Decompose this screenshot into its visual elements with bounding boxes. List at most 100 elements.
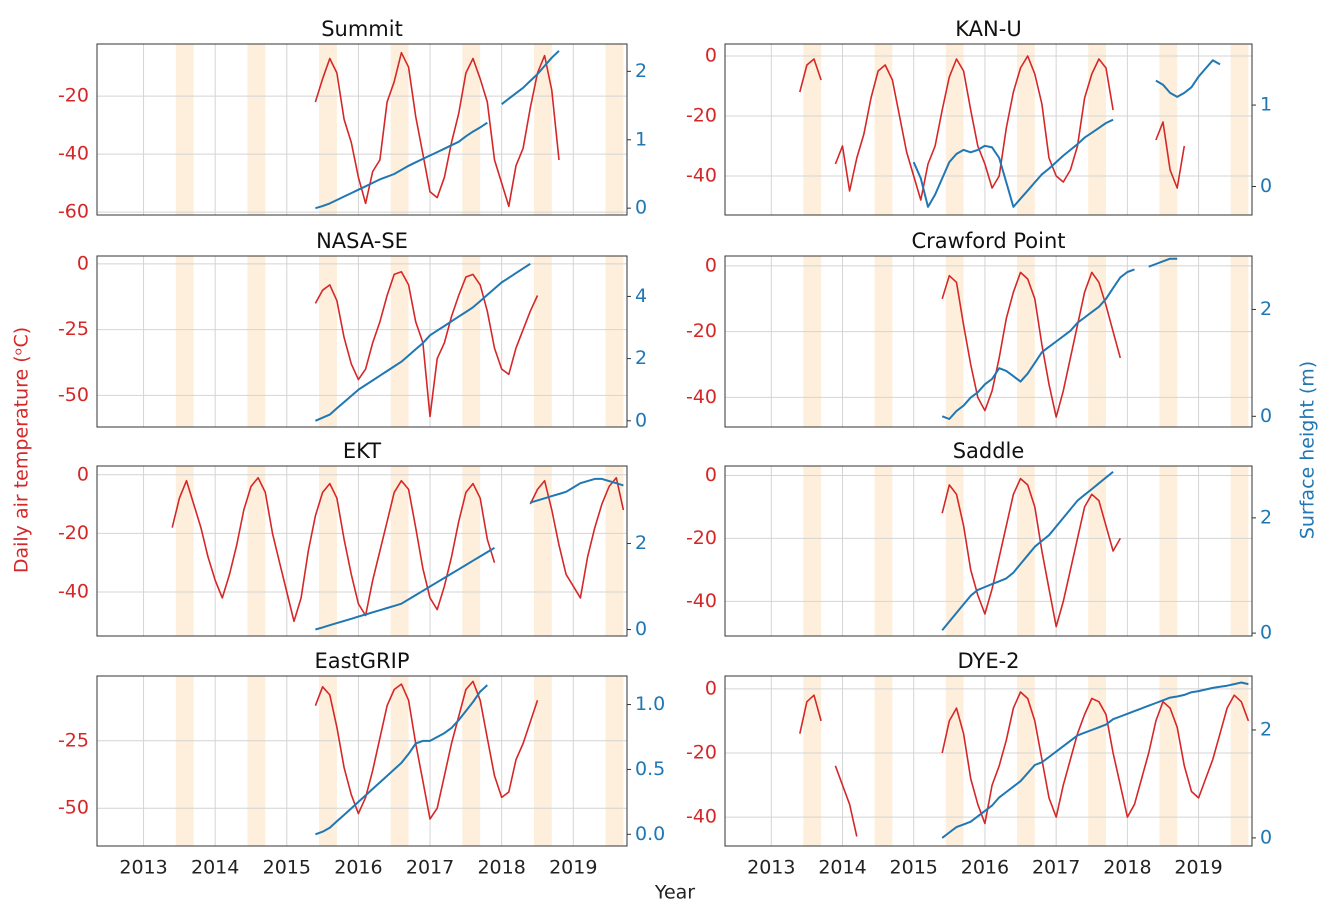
temperature-line <box>314 51 560 208</box>
y2-tick-label: 4 <box>635 285 647 307</box>
summer-shade <box>945 44 964 215</box>
y-tick-label: 0 <box>77 463 89 485</box>
y2-tick-label: 0.0 <box>635 823 665 845</box>
summer-shade <box>1088 466 1107 636</box>
summer-shade <box>1088 676 1107 846</box>
summer-shade <box>390 676 409 846</box>
summer-shade <box>533 676 552 846</box>
summer-shade <box>945 676 964 846</box>
summer-shade <box>390 256 409 427</box>
y2-tick-label: 0 <box>635 618 647 640</box>
summer-shade <box>533 44 552 215</box>
temperature-line <box>941 477 1121 628</box>
summer-shade <box>319 44 337 215</box>
temperature-line <box>171 476 625 623</box>
summer-shade <box>247 44 266 215</box>
y-tick-label: 0 <box>705 254 717 276</box>
surface-height-line <box>941 471 1114 631</box>
x-tick-label: 2016 <box>334 857 382 879</box>
plot-frame <box>724 465 1253 637</box>
y-tick-label: -20 <box>686 741 717 763</box>
x-tick-label: 2015 <box>263 857 311 879</box>
summer-shade <box>1016 44 1035 215</box>
surface-height-line <box>315 50 560 210</box>
y-tick-label: 0 <box>77 252 89 274</box>
summer-shade <box>803 676 822 846</box>
y-tick-label: -40 <box>58 581 89 603</box>
y-tick-label: -50 <box>58 797 89 819</box>
surface-height-line <box>941 257 1178 420</box>
summer-shade <box>1016 676 1035 846</box>
y-tick-label: -40 <box>58 143 89 165</box>
x-tick-label: 2013 <box>747 857 795 879</box>
panel-title: DYE-2 <box>957 649 1019 673</box>
summer-shade <box>175 44 194 215</box>
summer-shade <box>874 44 893 215</box>
x-tick-label: 2017 <box>1032 857 1080 879</box>
x-axis-label: Year <box>654 882 695 904</box>
summer-shade <box>1159 256 1178 427</box>
summer-shade <box>1159 44 1178 215</box>
summer-shade <box>1230 44 1249 215</box>
summer-shade <box>533 256 552 427</box>
summer-shade <box>390 466 409 636</box>
summer-shade <box>1230 466 1249 636</box>
x-tick-label: 2018 <box>1103 857 1151 879</box>
surface-height-line <box>912 59 1221 208</box>
plot-frame <box>96 255 628 428</box>
temperature-line <box>941 271 1122 418</box>
y-tick-label: 0 <box>705 677 717 699</box>
summer-shade <box>605 466 624 636</box>
summer-shade <box>319 256 337 427</box>
panel-title: Summit <box>321 17 403 41</box>
x-tick-label: 2016 <box>961 857 1009 879</box>
summer-shade <box>319 466 337 636</box>
summer-shade <box>175 256 194 427</box>
summer-shade <box>803 44 822 215</box>
panel-title: EastGRIP <box>314 649 409 673</box>
x-tick-label: 2019 <box>1174 857 1222 879</box>
summer-shade <box>605 44 624 215</box>
summer-shade <box>803 466 822 636</box>
y-tick-label: -20 <box>686 320 717 342</box>
y2-tick-label: 1 <box>1260 94 1272 116</box>
summer-shade <box>874 256 893 427</box>
temperature-line <box>314 680 539 820</box>
y2-tick-label: 0 <box>635 197 647 219</box>
summer-shade <box>462 676 481 846</box>
y-tick-label: -25 <box>58 729 89 751</box>
panel-title: Saddle <box>953 439 1025 463</box>
temperature-line <box>799 55 1186 201</box>
summer-shade <box>1230 256 1249 427</box>
y2-tick-label: 1 <box>635 128 647 150</box>
y-tick-label: -20 <box>58 85 89 107</box>
summer-shade <box>874 466 893 636</box>
summer-shade <box>390 44 409 215</box>
y-axis-label: Daily air temperature (ᵒC) <box>11 327 33 573</box>
summer-shade <box>1230 676 1249 846</box>
temperature-line <box>314 271 539 418</box>
x-tick-label: 2015 <box>890 857 938 879</box>
y-tick-label: 0 <box>705 464 717 486</box>
y-tick-label: -20 <box>686 527 717 549</box>
plot-frame <box>724 43 1253 216</box>
summer-shade <box>247 256 266 427</box>
y2-tick-label: 0 <box>1260 175 1272 197</box>
summer-shade <box>1016 466 1035 636</box>
panel-title: KAN-U <box>955 17 1021 41</box>
y-tick-label: -40 <box>686 806 717 828</box>
summer-shade <box>605 256 624 427</box>
y2-tick-label: 2 <box>635 60 647 82</box>
panel-title: EKT <box>343 439 381 463</box>
x-tick-label: 2018 <box>477 857 525 879</box>
plot-frame <box>724 675 1253 847</box>
summer-shade <box>319 676 337 846</box>
summer-shade <box>462 466 481 636</box>
surface-height-line <box>315 684 488 836</box>
y2-tick-label: 2 <box>635 532 647 554</box>
y-tick-label: -20 <box>58 522 89 544</box>
x-tick-label: 2013 <box>119 857 167 879</box>
summer-shade <box>1159 466 1178 636</box>
plot-frame <box>96 675 628 847</box>
